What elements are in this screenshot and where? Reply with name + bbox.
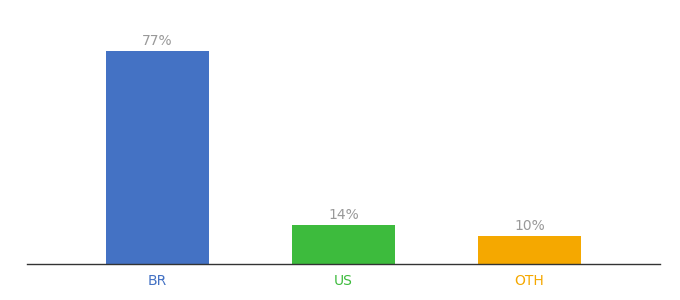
Bar xyxy=(478,236,581,264)
Text: 14%: 14% xyxy=(328,208,359,222)
Text: 77%: 77% xyxy=(142,34,173,48)
Bar xyxy=(106,51,209,264)
Bar xyxy=(292,225,394,264)
Text: 10%: 10% xyxy=(514,219,545,233)
